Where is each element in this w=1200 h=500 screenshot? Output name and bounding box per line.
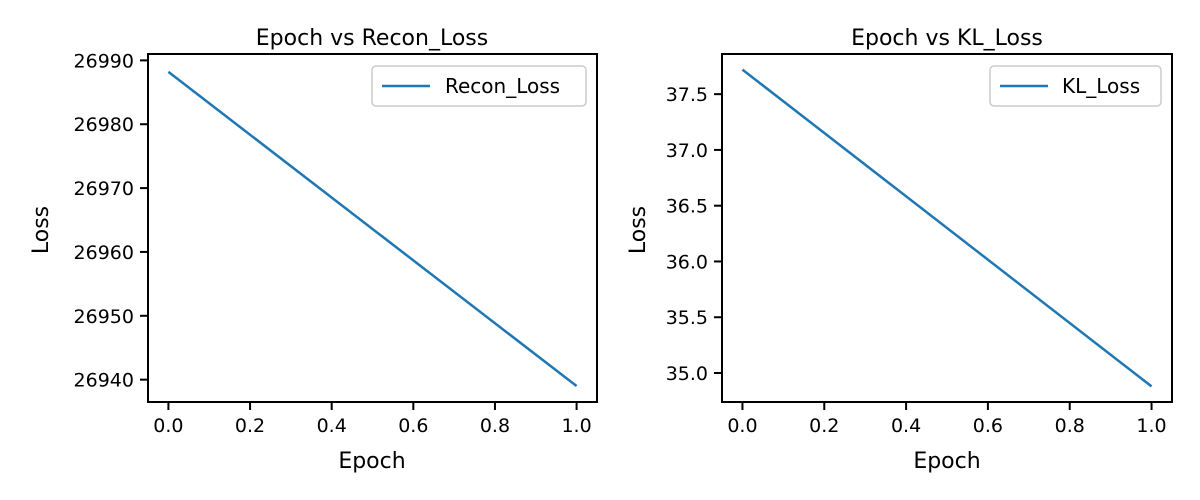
x-tick-label: 0.2 [809,415,839,437]
y-tick-label: 37.5 [666,84,708,106]
y-axis-label: Loss [626,206,651,254]
y-axis-label: Loss [29,206,54,254]
x-tick-label: 1.0 [1136,415,1166,437]
series-line-kl-loss [741,68,1153,388]
legend-box [989,65,1162,107]
x-tick-label: 1.0 [561,415,591,437]
x-tick-label: 0.6 [973,415,1003,437]
legend: KL_Loss [989,65,1162,107]
legend-label-recon-loss: Recon_Loss [445,74,560,98]
chart-title: Epoch vs KL_Loss [851,26,1043,51]
y-tick-label: 26980 [74,114,134,136]
legend: Recon_Loss [371,65,587,107]
plot-frame [147,53,598,403]
y-tick-label: 26950 [74,306,134,328]
chart-title: Epoch vs Recon_Loss [256,26,488,51]
chart-recon-loss: Epoch vs Recon_Loss Epoch Loss 0.0 0.2 0.4… [29,26,598,474]
x-tick-label: 0.0 [727,415,757,437]
chart-kl-loss: Epoch vs KL_Loss Epoch Loss 0.0 0.2 0.4 0.6… [626,26,1173,474]
x-tick-label: 0.8 [480,415,510,437]
x-tick-label: 0.4 [317,415,347,437]
x-tick-label: 0.4 [891,415,921,437]
x-tick-label: 0.2 [235,415,265,437]
plot-frame [721,53,1173,403]
y-tick-label: 26960 [74,242,134,264]
y-tick-label: 35.5 [666,307,708,329]
y-tick-label: 37.0 [666,140,708,162]
y-tick-label: 26990 [74,50,134,72]
y-tick-label: 35.0 [666,363,708,385]
y-ticks: 35.0 35.5 36.0 36.5 37.0 37.5 [666,84,722,385]
series-line-recon-loss [167,70,578,388]
x-ticks: 0.0 0.2 0.4 0.6 0.8 1.0 [153,402,592,437]
legend-box [371,65,587,107]
y-tick-label: 26970 [74,178,134,200]
legend-label-kl-loss: KL_Loss [1062,74,1140,98]
series-group [741,68,1153,388]
series-group [167,70,578,388]
x-tick-label: 0.6 [398,415,428,437]
x-tick-label: 0.8 [1055,415,1085,437]
y-ticks: 26940 26950 26960 26970 26980 26990 [74,50,148,392]
x-axis-label: Epoch [338,449,405,474]
x-tick-label: 0.0 [153,415,183,437]
y-tick-label: 26940 [74,370,134,392]
y-tick-label: 36.5 [666,196,708,218]
x-axis-label: Epoch [913,449,980,474]
y-tick-label: 36.0 [666,251,708,273]
x-ticks: 0.0 0.2 0.4 0.6 0.8 1.0 [727,402,1167,437]
